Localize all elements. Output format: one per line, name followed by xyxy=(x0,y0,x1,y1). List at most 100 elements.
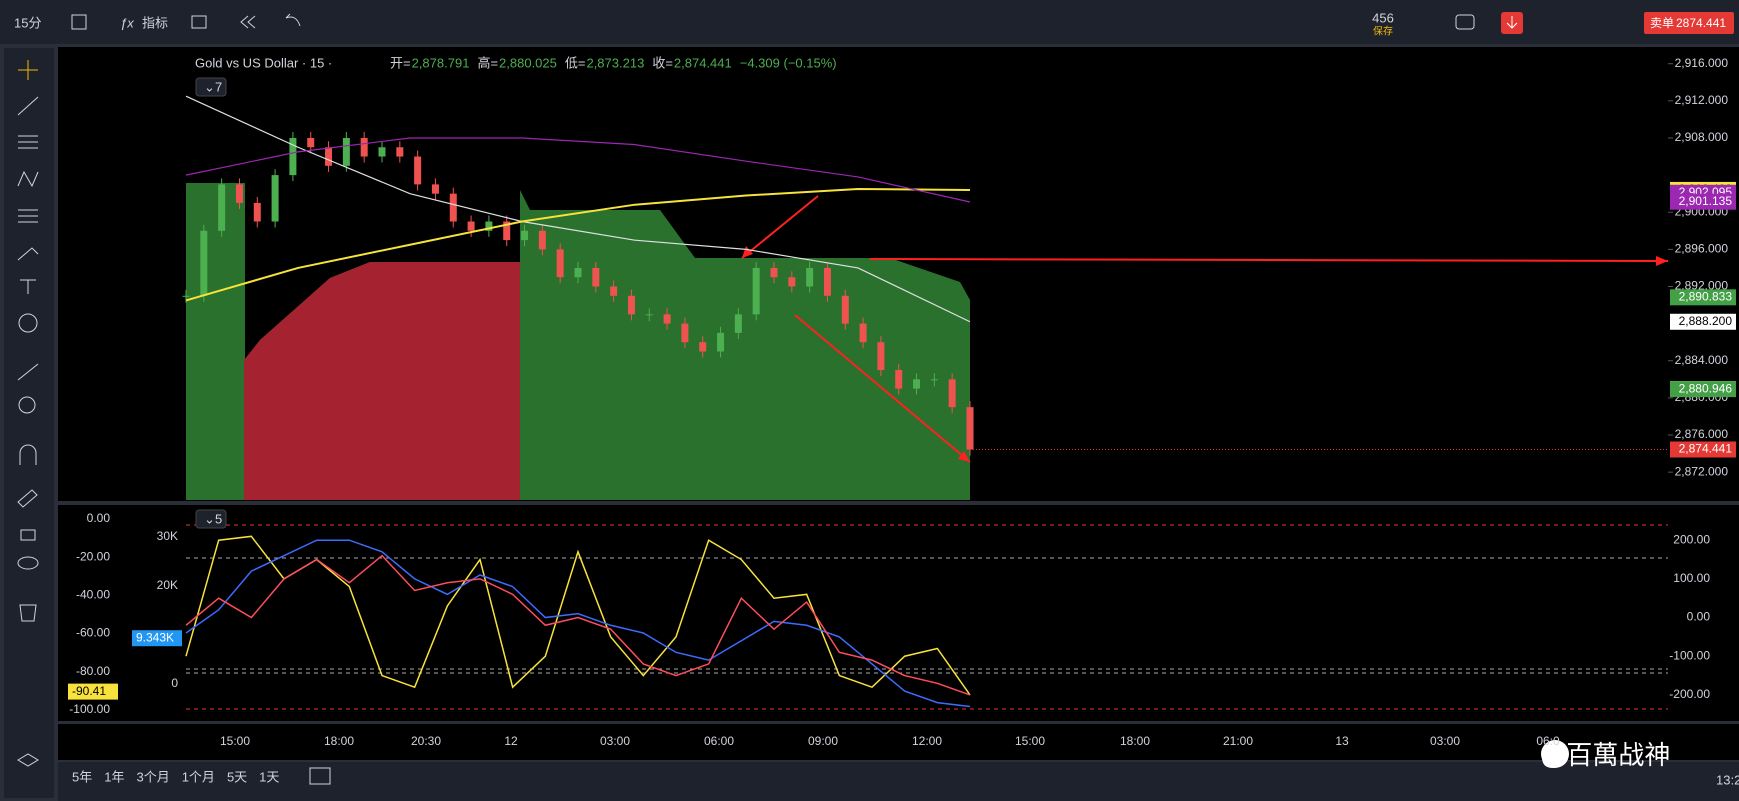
chevron: ⌄ xyxy=(204,511,215,526)
clock: 13:2 xyxy=(1716,772,1739,787)
osc-left-label: -80.00 xyxy=(76,664,110,678)
candle-body xyxy=(538,230,546,250)
arrowhead xyxy=(1656,256,1668,266)
osc-volume-label: 20K xyxy=(157,578,178,592)
y-tick-label: 2,884.000 xyxy=(1675,353,1729,367)
period-button[interactable]: 3个月 xyxy=(136,769,169,784)
ohlc-value: 2,873.213 xyxy=(586,55,644,70)
candle-body xyxy=(913,379,921,389)
indicators[interactable]: 指标 xyxy=(142,15,168,30)
price-tag-label: 2,888.200 xyxy=(1679,314,1733,328)
time-label: 18:00 xyxy=(1120,734,1150,748)
change: −4.309 (−0.15%) xyxy=(740,55,837,70)
candle-body xyxy=(325,147,333,166)
osc-left-label: -20.00 xyxy=(76,549,110,563)
candle-body xyxy=(503,221,511,241)
osc-right-label: 0.00 xyxy=(1687,610,1711,624)
time-axis xyxy=(58,724,1739,760)
arrow-line xyxy=(794,314,971,463)
osc-left-label: -60.00 xyxy=(76,626,110,640)
candle-body xyxy=(431,184,439,194)
osc-right-label: -100.00 xyxy=(1669,648,1710,662)
osc-right-label: 200.00 xyxy=(1673,532,1710,546)
moving-average xyxy=(185,188,971,302)
candle-body xyxy=(699,342,707,352)
candle-body xyxy=(841,295,849,324)
osc-tag-label: -90.41 xyxy=(72,684,106,698)
time-label: 12 xyxy=(504,734,518,748)
candle-body xyxy=(378,147,386,157)
osc-left-label: 0.00 xyxy=(87,511,111,525)
candle-body xyxy=(806,267,814,287)
indicator-toggle[interactable] xyxy=(195,509,227,529)
camera-icon[interactable] xyxy=(1455,14,1475,30)
oscillator-pane xyxy=(58,505,1739,721)
time-label: 12:00 xyxy=(912,734,942,748)
period-button[interactable]: 1天 xyxy=(259,769,279,784)
date-range-icon[interactable] xyxy=(309,767,331,785)
candle-body xyxy=(485,221,493,231)
y-tick-label: 2,916.000 xyxy=(1675,56,1729,70)
layout-icon[interactable] xyxy=(191,15,207,29)
time-label: 20:30 xyxy=(411,734,441,748)
y-tick-label: 2,876.000 xyxy=(1675,427,1729,441)
osc-left-label: -40.00 xyxy=(76,588,110,602)
symbol-name: Gold vs US Dollar · 15 · xyxy=(195,55,332,70)
ohlc-value: 2,874.441 xyxy=(674,55,732,70)
osc-levels xyxy=(186,524,1668,710)
bottom-bar xyxy=(58,762,1739,801)
time-label: 09:00 xyxy=(808,734,838,748)
time-label: 03:00 xyxy=(1430,734,1460,748)
undo-icon[interactable] xyxy=(285,13,301,27)
candle-body xyxy=(645,314,653,316)
candle-body xyxy=(556,249,564,278)
candle-body xyxy=(823,267,831,296)
ohlc-label: 开= xyxy=(390,55,411,70)
osc-tag xyxy=(68,683,118,700)
osc-volume-label: 0 xyxy=(171,676,178,690)
candle-body xyxy=(289,137,297,176)
period-button[interactable]: 5年 xyxy=(72,769,92,784)
period-button[interactable]: 1个月 xyxy=(182,769,215,784)
candle-body xyxy=(752,267,760,315)
replay-icon[interactable] xyxy=(240,15,256,29)
candle-body xyxy=(521,230,529,241)
ohlc-label: 高= xyxy=(477,55,498,70)
y-tick-label: 2,872.000 xyxy=(1675,464,1729,478)
osc-right-label: -200.00 xyxy=(1669,687,1710,701)
candle-body xyxy=(307,137,315,148)
price-tag xyxy=(1670,381,1736,398)
chart-type-icon[interactable] xyxy=(71,14,87,30)
osc-tag-label: 9.343K xyxy=(136,630,174,644)
candle-body xyxy=(770,267,778,278)
drawing-tools[interactable] xyxy=(17,60,39,767)
period-button[interactable]: 1年 xyxy=(104,769,124,784)
save[interactable]: 保存 xyxy=(1373,25,1393,38)
candle-body xyxy=(449,193,457,222)
osc-volume-label: 30K xyxy=(157,529,178,543)
price-tag xyxy=(1670,289,1736,306)
chevron: ⌄ xyxy=(204,79,215,94)
interval[interactable]: 15分 xyxy=(14,15,41,30)
candle-body xyxy=(948,379,956,408)
watermark-logo xyxy=(1541,740,1569,768)
fx-icon[interactable]: ƒx xyxy=(120,15,134,30)
candle-body xyxy=(253,202,261,222)
period-button[interactable]: 5天 xyxy=(227,769,247,784)
moving-average xyxy=(185,137,971,203)
y-tick-label: 2,892.000 xyxy=(1675,279,1729,293)
sell-price: 2874.441 xyxy=(1676,16,1726,30)
indicator-toggle[interactable] xyxy=(195,77,227,97)
price-tag-label: 2,880.946 xyxy=(1679,381,1733,395)
candle-body xyxy=(610,286,618,296)
indicator-count: 5 xyxy=(215,511,222,526)
sell-button[interactable] xyxy=(1644,12,1734,34)
candle-body xyxy=(930,379,938,381)
candle-body xyxy=(271,175,279,222)
arrow-line xyxy=(741,195,819,259)
candle-body xyxy=(182,295,190,297)
ohlc-value: 2,878.791 xyxy=(412,55,470,70)
candle-body xyxy=(200,230,208,296)
y-tick-label: 2,908.000 xyxy=(1675,130,1729,144)
candle-body xyxy=(414,156,422,185)
